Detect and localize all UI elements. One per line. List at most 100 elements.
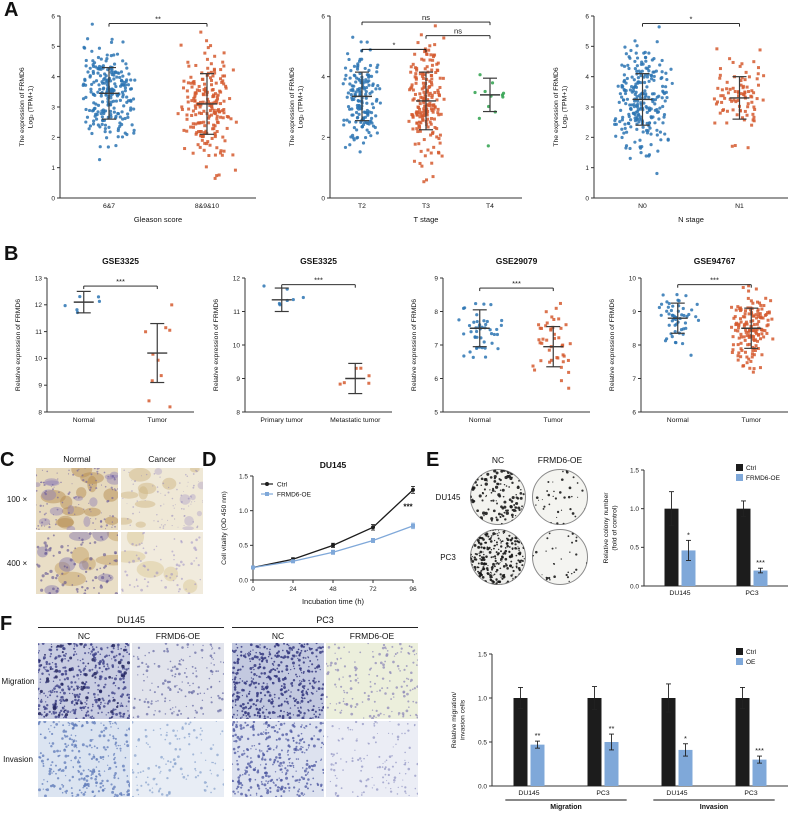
- svg-text:N stage: N stage: [678, 215, 704, 224]
- svg-text:0: 0: [585, 195, 589, 202]
- strip-chart-gse94767: 6 7 8 9 10 Relative expression of FRMD6 GSE947…: [606, 254, 796, 434]
- svg-text:*: *: [393, 40, 396, 49]
- column-label-frmd6-oe: FRMD6-OE: [537, 455, 583, 465]
- svg-text:Cell vitality (OD 450 nm): Cell vitality (OD 450 nm): [221, 491, 228, 565]
- svg-text:***: ***: [710, 276, 719, 285]
- svg-text:GSE29079: GSE29079: [496, 256, 538, 266]
- svg-text:DU145: DU145: [320, 460, 347, 470]
- svg-text:2: 2: [585, 135, 589, 142]
- svg-text:Log₂ (TPM+1): Log₂ (TPM+1): [298, 86, 305, 129]
- transwell-invasion-du145-nc: [38, 721, 130, 797]
- svg-text:7: 7: [632, 376, 636, 383]
- svg-text:11: 11: [35, 329, 42, 336]
- svg-text:Tumor: Tumor: [544, 417, 564, 424]
- svg-text:Normal: Normal: [667, 417, 689, 424]
- svg-text:T4: T4: [486, 203, 494, 210]
- svg-text:12: 12: [35, 302, 43, 309]
- panel-label-c: C: [0, 449, 15, 471]
- svg-text:13: 13: [35, 275, 43, 282]
- svg-text:0.5: 0.5: [239, 543, 248, 550]
- svg-text:0.0: 0.0: [630, 583, 639, 590]
- svg-text:Log₂ (TPM+1): Log₂ (TPM+1): [28, 86, 35, 129]
- svg-text:3: 3: [51, 104, 55, 111]
- svg-text:5: 5: [585, 44, 589, 51]
- svg-text:GSE3325: GSE3325: [102, 256, 139, 266]
- svg-text:6: 6: [434, 376, 438, 383]
- bar-chart-migration-invasion: 0.0 0.5 1.0 1.5 Relative migration/invasion …: [448, 640, 796, 822]
- svg-text:PC3: PC3: [745, 590, 758, 597]
- svg-text:8: 8: [236, 409, 240, 416]
- bar-chart-colony-number: 0.0 0.5 1.0 1.5 Relative colony number (fold …: [600, 456, 796, 610]
- row-label-migration: Migration: [1, 676, 35, 686]
- svg-text:0.0: 0.0: [239, 577, 248, 584]
- svg-text:***: ***: [512, 279, 521, 288]
- ihc-image-cancer-100x: [121, 468, 203, 530]
- svg-text:2: 2: [51, 135, 55, 142]
- svg-text:GSE3325: GSE3325: [300, 256, 337, 266]
- svg-text:1.5: 1.5: [239, 473, 248, 480]
- svg-text:6: 6: [632, 409, 636, 416]
- svg-text:5: 5: [51, 44, 55, 51]
- svg-text:8: 8: [38, 409, 42, 416]
- colony-dish-pc3-oe: [531, 528, 589, 586]
- svg-text:Normal: Normal: [73, 417, 95, 424]
- svg-text:Relative expression of FRMD6: Relative expression of FRMD6: [411, 299, 418, 391]
- column-label-nc-pc3: NC: [271, 631, 285, 641]
- svg-text:8&9&10: 8&9&10: [195, 203, 219, 210]
- transwell-invasion-pc3-nc: [232, 721, 324, 797]
- strip-chart-gse3325-primary-metastatic: 8 9 10 11 12 Relative expression of FRMD6 GSE3…: [210, 254, 400, 434]
- line-chart-cck8-du145: 0.0 0.5 1.0 1.5 Cell vitality (OD 450 nm) Inc…: [218, 458, 423, 610]
- svg-text:9: 9: [236, 376, 240, 383]
- svg-text:1: 1: [51, 165, 55, 172]
- svg-text:6&7: 6&7: [103, 203, 115, 210]
- transwell-migration-du145-oe: [132, 643, 224, 719]
- svg-text:4: 4: [585, 74, 589, 81]
- svg-text:6: 6: [321, 13, 325, 20]
- svg-text:T2: T2: [358, 203, 366, 210]
- svg-text:GSE94767: GSE94767: [694, 256, 736, 266]
- column-label-nc: NC: [491, 455, 505, 465]
- svg-text:Normal: Normal: [469, 417, 491, 424]
- panel-label-b: B: [4, 243, 19, 265]
- row-label-100x: 100 ×: [6, 494, 28, 504]
- svg-text:Ctrl: Ctrl: [277, 481, 288, 488]
- column-label-normal: Normal: [63, 454, 91, 464]
- svg-text:Tumor: Tumor: [742, 417, 762, 424]
- svg-text:9: 9: [434, 275, 438, 282]
- svg-text:9: 9: [38, 383, 42, 390]
- svg-text:Relative colony number: Relative colony number: [603, 492, 610, 564]
- svg-text:8: 8: [632, 342, 636, 349]
- strip-chart-gse3325-normal-tumor: 8 9 10 11 12 13 Relative expression of FRMD6 GS…: [12, 254, 202, 434]
- svg-text:6: 6: [585, 13, 589, 20]
- svg-text:The expression of FRMD6: The expression of FRMD6: [19, 67, 26, 147]
- svg-text:The expression of FRMD6: The expression of FRMD6: [553, 67, 560, 147]
- svg-text:***: ***: [314, 276, 323, 285]
- panel-label-f: F: [0, 613, 13, 635]
- row-label-invasion: Invasion: [3, 754, 33, 764]
- svg-text:Relative expression of FRMD6: Relative expression of FRMD6: [213, 299, 220, 391]
- svg-text:10: 10: [629, 275, 637, 282]
- svg-text:9: 9: [632, 309, 636, 316]
- svg-text:96: 96: [409, 586, 417, 593]
- colony-dish-du145-oe: [531, 468, 589, 526]
- svg-text:FRMD6-OE: FRMD6-OE: [277, 491, 312, 498]
- svg-text:N1: N1: [735, 203, 744, 210]
- panel-label-d: D: [202, 449, 217, 471]
- svg-text:DU145: DU145: [669, 590, 690, 597]
- strip-chart-gleason-score: 0 1 2 3 4 5 6 The expression of FRMD6 Log₂ (TPM+…: [16, 4, 264, 230]
- svg-text:T3: T3: [422, 203, 430, 210]
- svg-text:*: *: [690, 15, 693, 24]
- svg-text:0: 0: [51, 195, 55, 202]
- svg-text:**: **: [155, 15, 161, 24]
- svg-text:12: 12: [233, 275, 241, 282]
- strip-chart-n-stage: 0 1 2 3 4 5 6 The expression of FRMD6 Log₂ (TPM+…: [550, 4, 796, 230]
- svg-text:*: *: [687, 530, 690, 539]
- svg-text:ns: ns: [454, 27, 462, 36]
- panel-label-e: E: [426, 449, 440, 471]
- svg-text:Gleason score: Gleason score: [134, 215, 182, 224]
- svg-text:***: ***: [403, 502, 413, 511]
- svg-text:Metastatic tumor: Metastatic tumor: [330, 417, 381, 424]
- svg-text:11: 11: [233, 309, 240, 316]
- svg-text:Log₂ (TPM+1): Log₂ (TPM+1): [562, 86, 569, 129]
- column-label-nc-du145: NC: [77, 631, 91, 641]
